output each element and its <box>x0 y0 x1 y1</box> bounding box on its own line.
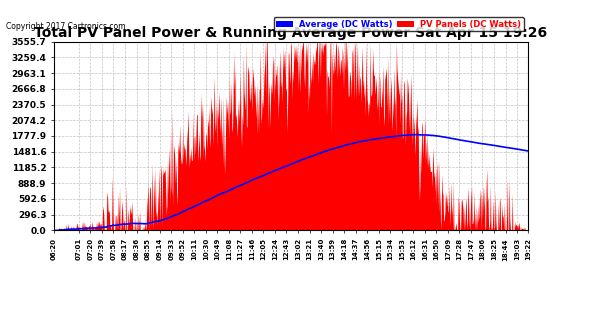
Legend: Average (DC Watts), PV Panels (DC Watts): Average (DC Watts), PV Panels (DC Watts) <box>274 18 524 31</box>
Title: Total PV Panel Power & Running Average Power Sat Apr 15 19:26: Total PV Panel Power & Running Average P… <box>34 27 548 40</box>
Text: Copyright 2017 Cartronics.com: Copyright 2017 Cartronics.com <box>6 22 125 31</box>
